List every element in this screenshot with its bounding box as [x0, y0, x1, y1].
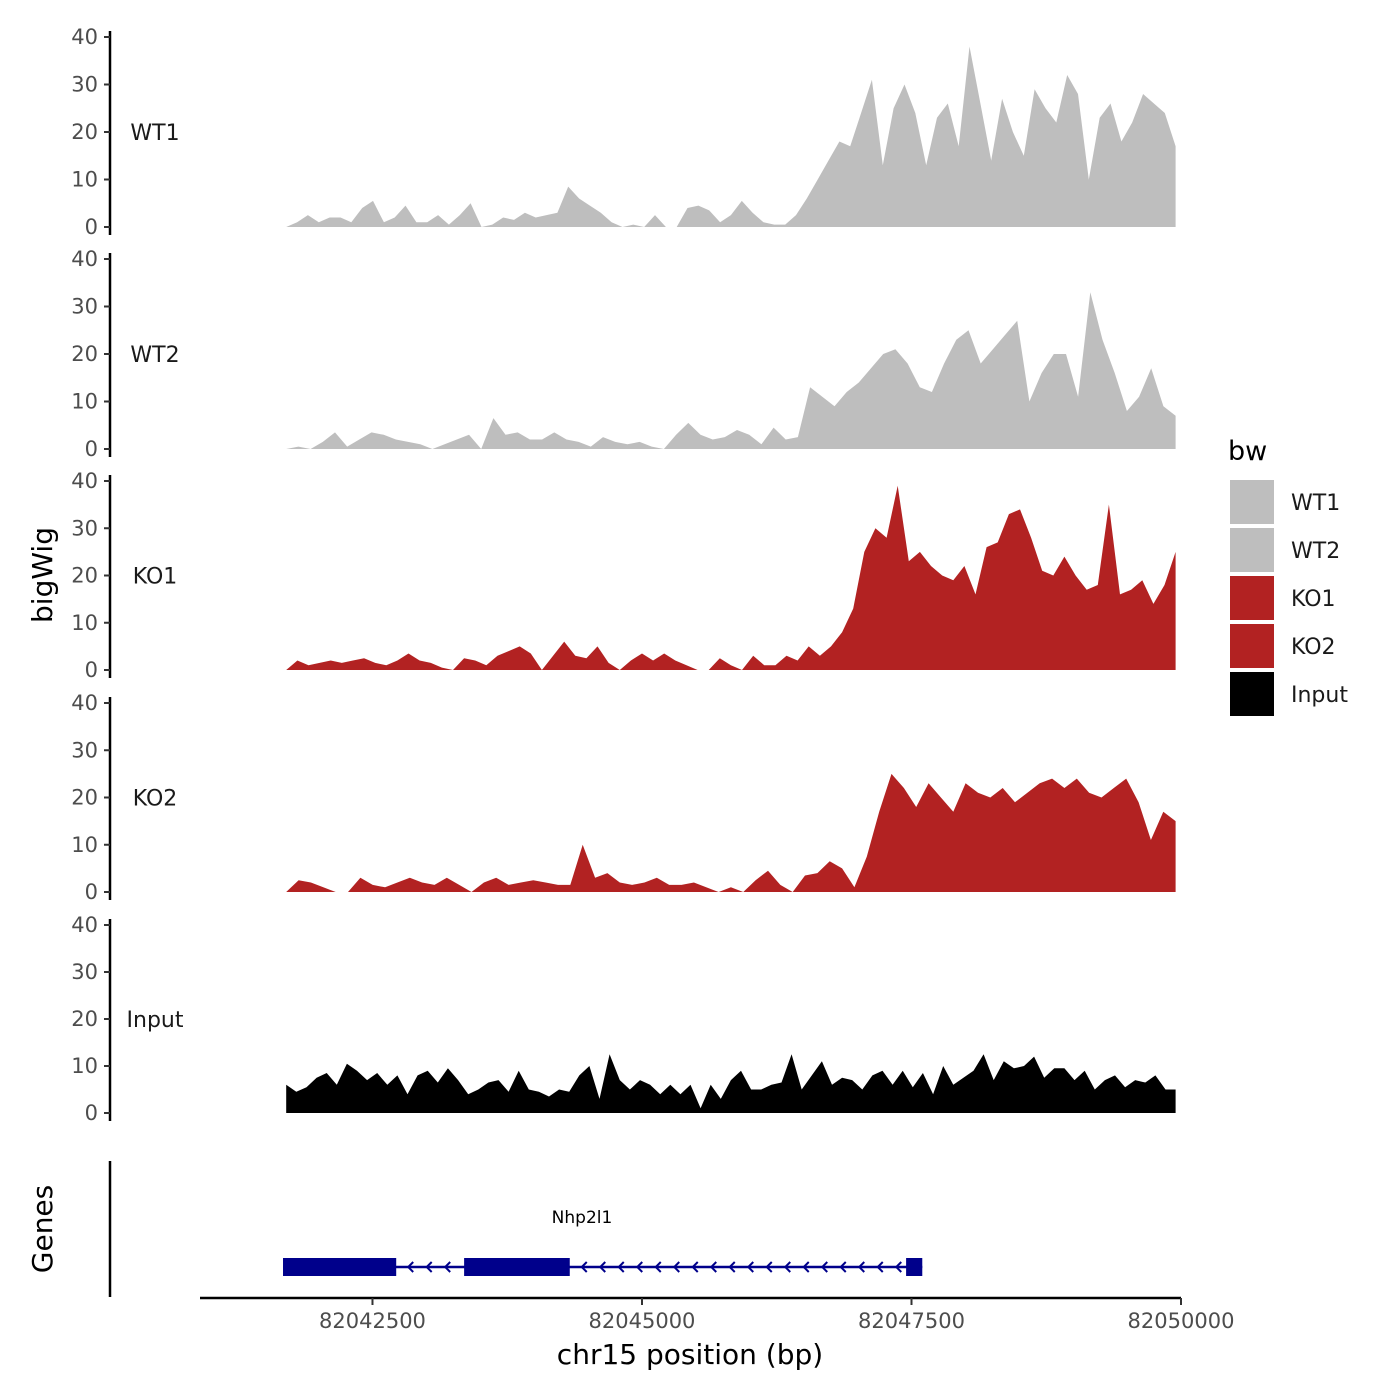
x-tick-label: 82050000 — [1128, 1309, 1235, 1333]
y-tick-label: 20 — [71, 1007, 98, 1031]
y-tick-label: 10 — [71, 611, 98, 635]
legend-label: Input — [1291, 683, 1348, 708]
y-tick-label: 10 — [71, 1054, 98, 1078]
track-ko2: 0 10 20 30 40 KO2 — [71, 691, 1176, 904]
y-tick-label: 0 — [85, 215, 98, 239]
gene-model: Nhp2l1 — [283, 1208, 923, 1276]
strand-arrow — [709, 1261, 717, 1273]
track-ko1: 0 10 20 30 40 KO1 — [71, 469, 1176, 682]
y-tick-label: 30 — [71, 295, 98, 319]
y-tick-label: 40 — [71, 25, 98, 49]
strand-arrow — [654, 1261, 662, 1273]
strand-arrow — [580, 1261, 588, 1273]
y-tick-label: 0 — [85, 437, 98, 461]
legend-swatch-input — [1230, 672, 1274, 716]
strand-arrow — [635, 1261, 643, 1273]
coverage-area-wt1 — [286, 46, 1176, 227]
y-tick-label: 40 — [71, 913, 98, 937]
legend-label: KO1 — [1291, 587, 1336, 612]
y-tick-label: 10 — [71, 390, 98, 414]
y-tick-label: 20 — [71, 342, 98, 366]
y-tick-label: 30 — [71, 516, 98, 540]
y-tick-label: 30 — [71, 73, 98, 97]
y-tick-label: 30 — [71, 738, 98, 762]
strand-arrow — [746, 1261, 754, 1273]
gene-exon — [283, 1258, 397, 1276]
genes-layer: Nhp2l1 — [108, 1161, 923, 1297]
coverage-area-input — [286, 1054, 1176, 1113]
legend-swatch-wt1 — [1230, 480, 1274, 524]
y-tick-label: 0 — [85, 658, 98, 682]
strand-arrow — [598, 1261, 606, 1273]
y-tick-label: 10 — [71, 833, 98, 857]
legend-title: bw — [1228, 436, 1267, 467]
gene-exon — [906, 1258, 923, 1276]
y-tick-label: 20 — [71, 786, 98, 810]
x-tick-label: 82047500 — [858, 1309, 965, 1333]
track-wt1: 0 10 20 30 40 WT1 — [71, 25, 1176, 239]
gene-exon — [464, 1258, 570, 1276]
legend-swatch-ko2 — [1230, 624, 1274, 668]
tracks-layer: 0 10 20 30 40 WT1 0 10 20 30 40 WT2 0 10 20 30 40 KO1 0 10 2… — [71, 25, 1176, 1125]
gene-name-label: Nhp2l1 — [552, 1208, 613, 1228]
y-tick-label: 10 — [71, 168, 98, 192]
x-tick-label: 82045000 — [589, 1309, 696, 1333]
track-label: KO1 — [133, 565, 178, 590]
strand-arrow — [406, 1261, 414, 1273]
strand-arrow — [765, 1261, 773, 1273]
strand-arrow — [857, 1261, 865, 1273]
track-label: Input — [127, 1008, 184, 1033]
y-axis-title: bigWig — [26, 527, 59, 623]
coverage-area-ko2 — [286, 773, 1176, 892]
y-tick-label: 30 — [71, 960, 98, 984]
y-tick-label: 20 — [71, 120, 98, 144]
legend: bw WT1 WT2 KO1 KO2 Input — [1228, 436, 1348, 716]
strand-arrow — [820, 1261, 828, 1273]
strand-arrow — [691, 1261, 699, 1273]
strand-arrow — [783, 1261, 791, 1273]
track-wt2: 0 10 20 30 40 WT2 — [71, 247, 1176, 461]
track-label: WT1 — [130, 121, 179, 146]
strand-arrow — [443, 1261, 451, 1273]
legend-label: KO2 — [1291, 635, 1336, 660]
genes-axis-title: Genes — [26, 1185, 59, 1273]
legend-label: WT1 — [1291, 491, 1340, 516]
y-tick-label: 40 — [71, 247, 98, 271]
strand-arrow — [876, 1261, 884, 1273]
strand-arrow — [802, 1261, 810, 1273]
y-tick-label: 0 — [85, 880, 98, 904]
strand-arrow — [728, 1261, 736, 1273]
track-label: KO2 — [133, 787, 178, 812]
legend-swatch-ko1 — [1230, 576, 1274, 620]
track-label: WT2 — [130, 343, 179, 368]
track-input: 0 10 20 30 40 Input — [71, 913, 1176, 1125]
coverage-area-ko1 — [286, 485, 1176, 670]
legend-swatch-wt2 — [1230, 528, 1274, 572]
legend-label: WT2 — [1291, 539, 1340, 564]
x-axis: 82042500 82045000 82047500 82050000 — [200, 1296, 1235, 1333]
strand-arrow — [839, 1261, 847, 1273]
strand-arrow — [425, 1261, 433, 1273]
y-tick-label: 40 — [71, 691, 98, 715]
strand-arrow — [672, 1261, 680, 1273]
strand-arrow — [617, 1261, 625, 1273]
x-axis-title: chr15 position (bp) — [557, 1338, 823, 1371]
y-tick-label: 40 — [71, 469, 98, 493]
coverage-area-wt2 — [286, 292, 1176, 449]
y-tick-label: 20 — [71, 564, 98, 588]
y-tick-label: 0 — [85, 1101, 98, 1125]
strand-arrow — [894, 1261, 902, 1273]
x-tick-label: 82042500 — [319, 1309, 426, 1333]
